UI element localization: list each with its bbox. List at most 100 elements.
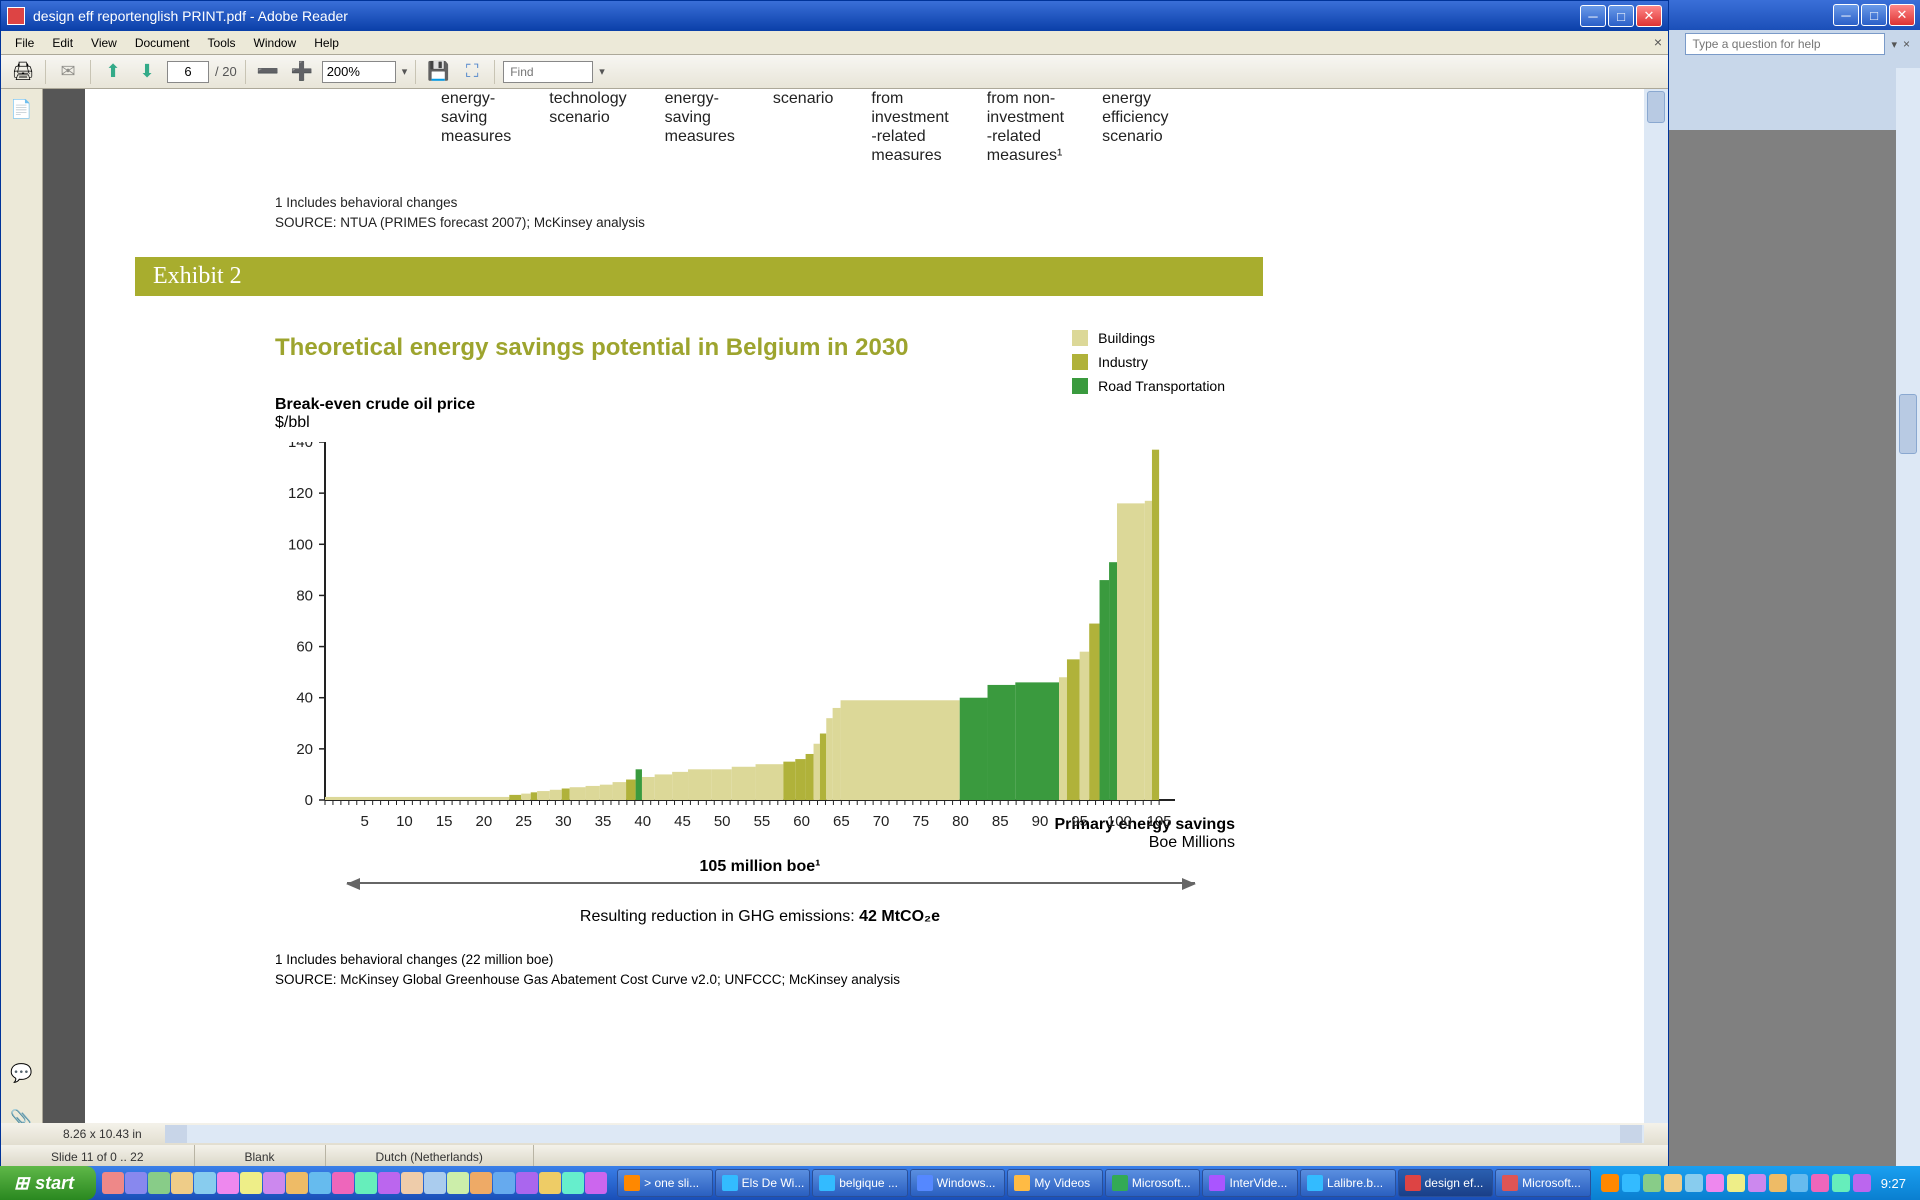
secondary-close-button[interactable]: ✕	[1889, 4, 1915, 26]
task-button[interactable]: Windows...	[910, 1169, 1006, 1197]
svg-text:0: 0	[305, 792, 313, 809]
email-button[interactable]: ✉	[54, 58, 82, 86]
quick-launch-icon[interactable]	[562, 1172, 584, 1194]
quick-launch-icon[interactable]	[424, 1172, 446, 1194]
help-search-input[interactable]	[1685, 33, 1885, 55]
svg-text:20: 20	[476, 813, 493, 830]
adobe-close-button[interactable]: ✕	[1636, 5, 1662, 27]
zoom-out-button[interactable]: ➖	[254, 58, 282, 86]
start-button[interactable]: ⊞start	[0, 1166, 96, 1200]
secondary-maximize-button[interactable]: □	[1861, 4, 1887, 26]
svg-text:20: 20	[296, 741, 313, 758]
zoom-select[interactable]	[322, 61, 396, 83]
menu-document[interactable]: Document	[127, 34, 198, 52]
adobe-menubar: FileEditViewDocumentToolsWindowHelp ×	[1, 31, 1668, 55]
footnote-1b: SOURCE: NTUA (PRIMES forecast 2007); McK…	[275, 213, 1594, 233]
adobe-maximize-button[interactable]: □	[1608, 5, 1634, 27]
tray-icon[interactable]	[1706, 1174, 1724, 1192]
document-close-icon[interactable]: ×	[1654, 34, 1662, 50]
adobe-minimize-button[interactable]: ─	[1580, 5, 1606, 27]
fit-page-button[interactable]: ⛶	[458, 58, 486, 86]
tray-icon[interactable]	[1664, 1174, 1682, 1192]
task-button[interactable]: Microsoft...	[1105, 1169, 1201, 1197]
task-button[interactable]: InterVide...	[1202, 1169, 1298, 1197]
tray-icon[interactable]	[1832, 1174, 1850, 1192]
help-dropdown-icon[interactable]: ▾	[1891, 38, 1897, 51]
page-number-input[interactable]	[167, 61, 209, 83]
adobe-title: design eff reportenglish PRINT.pdf - Ado…	[33, 8, 1580, 24]
legend-item: Buildings	[1072, 330, 1225, 346]
tray-icon[interactable]	[1643, 1174, 1661, 1192]
comment-panel-icon[interactable]: 💬	[10, 1061, 34, 1085]
task-button[interactable]: Microsoft...	[1495, 1169, 1591, 1197]
quick-launch-icon[interactable]	[447, 1172, 469, 1194]
svg-text:80: 80	[296, 587, 313, 604]
tray-icon[interactable]	[1790, 1174, 1808, 1192]
pages-panel-icon[interactable]: 📄	[10, 97, 34, 121]
task-button[interactable]: design ef...	[1398, 1169, 1494, 1197]
quick-launch-icon[interactable]	[194, 1172, 216, 1194]
save-button[interactable]: 💾	[424, 58, 452, 86]
tray-icon[interactable]	[1811, 1174, 1829, 1192]
menu-file[interactable]: File	[7, 34, 42, 52]
pdf-page: energy- saving measurestechnology scenar…	[85, 89, 1644, 1145]
zoom-in-button[interactable]: ➕	[288, 58, 316, 86]
menu-help[interactable]: Help	[306, 34, 347, 52]
quick-launch-icon[interactable]	[309, 1172, 331, 1194]
quick-launch-icon[interactable]	[585, 1172, 607, 1194]
task-button[interactable]: belgique ...	[812, 1169, 908, 1197]
quick-launch-icon[interactable]	[240, 1172, 262, 1194]
zoom-dropdown-icon[interactable]: ▾	[402, 65, 408, 78]
svg-text:85: 85	[992, 813, 1009, 830]
secondary-vscrollbar[interactable]	[1896, 68, 1920, 1170]
quick-launch-icon[interactable]	[102, 1172, 124, 1194]
tray-icon[interactable]	[1748, 1174, 1766, 1192]
task-icon	[819, 1175, 835, 1191]
quick-launch-icon[interactable]	[516, 1172, 538, 1194]
secondary-minimize-button[interactable]: ─	[1833, 4, 1859, 26]
task-button[interactable]: > one sli...	[617, 1169, 713, 1197]
page-up-button[interactable]: ⬆	[99, 58, 127, 86]
print-button[interactable]: 🖨	[9, 58, 37, 86]
tray-icon[interactable]	[1727, 1174, 1745, 1192]
page-down-button[interactable]: ⬇	[133, 58, 161, 86]
quick-launch-icon[interactable]	[539, 1172, 561, 1194]
quick-launch-icon[interactable]	[286, 1172, 308, 1194]
quick-launch-icon[interactable]	[125, 1172, 147, 1194]
quick-launch-icon[interactable]	[332, 1172, 354, 1194]
svg-text:50: 50	[714, 813, 731, 830]
menu-window[interactable]: Window	[246, 34, 305, 52]
find-dropdown-icon[interactable]: ▾	[599, 65, 605, 78]
tray-icon[interactable]	[1685, 1174, 1703, 1192]
task-button[interactable]: Lalibre.b...	[1300, 1169, 1396, 1197]
tray-icon[interactable]	[1601, 1174, 1619, 1192]
task-icon	[624, 1175, 640, 1191]
help-close-icon[interactable]: ×	[1903, 37, 1910, 51]
menu-edit[interactable]: Edit	[44, 34, 81, 52]
task-label: > one sli...	[644, 1176, 699, 1190]
tray-icon[interactable]	[1853, 1174, 1871, 1192]
quick-launch-icon[interactable]	[355, 1172, 377, 1194]
tray-icon[interactable]	[1622, 1174, 1640, 1192]
quick-launch-icon[interactable]	[148, 1172, 170, 1194]
menu-view[interactable]: View	[83, 34, 125, 52]
find-input[interactable]	[503, 61, 593, 83]
quick-launch-icon[interactable]	[263, 1172, 285, 1194]
svg-text:55: 55	[754, 813, 771, 830]
quick-launch-icon[interactable]	[217, 1172, 239, 1194]
pdf-vscrollbar[interactable]	[1644, 89, 1668, 1145]
svg-text:45: 45	[674, 813, 691, 830]
quick-launch-icon[interactable]	[378, 1172, 400, 1194]
menu-tools[interactable]: Tools	[200, 34, 244, 52]
quick-launch-icon[interactable]	[493, 1172, 515, 1194]
task-label: belgique ...	[839, 1176, 898, 1190]
task-buttons: > one sli... Els De Wi... belgique ... Wind…	[617, 1169, 1591, 1197]
task-button[interactable]: My Videos	[1007, 1169, 1103, 1197]
tray-icon[interactable]	[1769, 1174, 1787, 1192]
quick-launch-icon[interactable]	[470, 1172, 492, 1194]
quick-launch-icon[interactable]	[171, 1172, 193, 1194]
quick-launch-icon[interactable]	[401, 1172, 423, 1194]
legend-label: Road Transportation	[1098, 378, 1225, 394]
task-button[interactable]: Els De Wi...	[715, 1169, 811, 1197]
pdf-hscrollbar[interactable]	[165, 1125, 1644, 1143]
